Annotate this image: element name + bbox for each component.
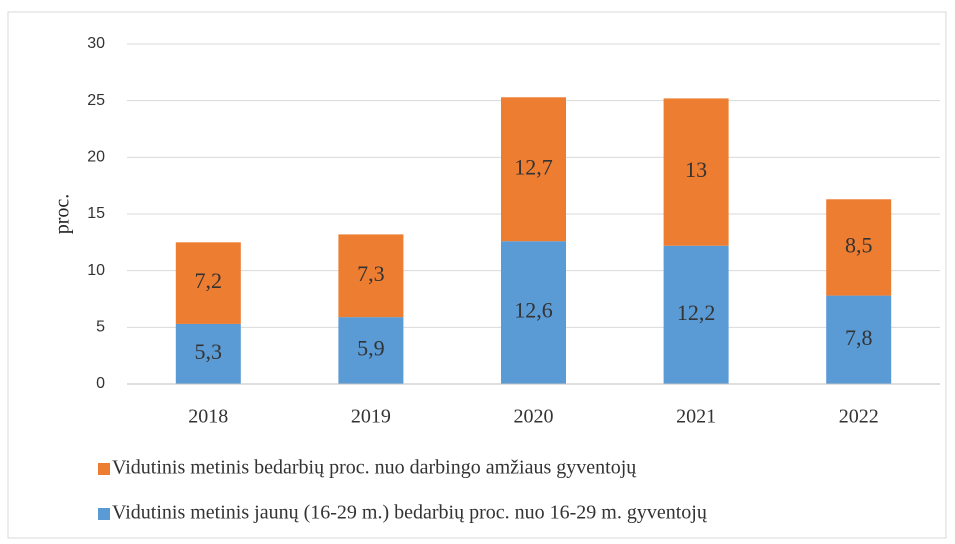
data-label: 12,7 [514, 154, 553, 179]
y-tick-label: 20 [87, 149, 105, 166]
x-tick-label: 2020 [514, 406, 554, 428]
data-label: 12,2 [677, 300, 716, 325]
data-label: 5,3 [195, 339, 223, 364]
bar-segment [501, 97, 566, 242]
y-tick-label: 0 [96, 375, 105, 392]
y-tick-label: 15 [87, 205, 105, 222]
data-label: 7,3 [357, 261, 385, 286]
bar-segment [501, 241, 566, 384]
data-label: 7,2 [195, 268, 223, 293]
y-tick-label: 30 [87, 35, 105, 52]
bar-segment [175, 323, 241, 384]
bar-segment [175, 242, 241, 324]
x-tick-label: 2022 [839, 406, 879, 428]
bar-segment [663, 98, 729, 246]
chart-frame [7, 11, 947, 539]
x-tick-label: 2021 [676, 406, 716, 428]
legend-label: Vidutinis metinis bedarbių proc. nuo dar… [112, 457, 637, 479]
y-tick-label: 25 [87, 92, 105, 109]
legend-label: Vidutinis metinis jaunų (16-29 m.) bedar… [112, 502, 708, 524]
data-label: 7,8 [845, 325, 873, 350]
legend-swatch [98, 508, 110, 520]
bar-segment [338, 317, 404, 384]
data-label: 8,5 [845, 232, 873, 257]
bar-segment [826, 295, 892, 384]
y-tick-label: 10 [87, 262, 105, 279]
x-tick-label: 2019 [351, 406, 391, 428]
data-label: 5,9 [357, 336, 385, 361]
data-label: 13 [685, 157, 707, 182]
bar-segment [338, 234, 404, 318]
x-tick-label: 2018 [188, 406, 228, 428]
bar-segment [826, 199, 892, 296]
bar-segment [663, 245, 729, 384]
legend-swatch [98, 463, 110, 475]
y-axis-label: proc. [52, 194, 74, 235]
y-tick-label: 5 [96, 319, 105, 336]
data-label: 12,6 [514, 298, 553, 323]
